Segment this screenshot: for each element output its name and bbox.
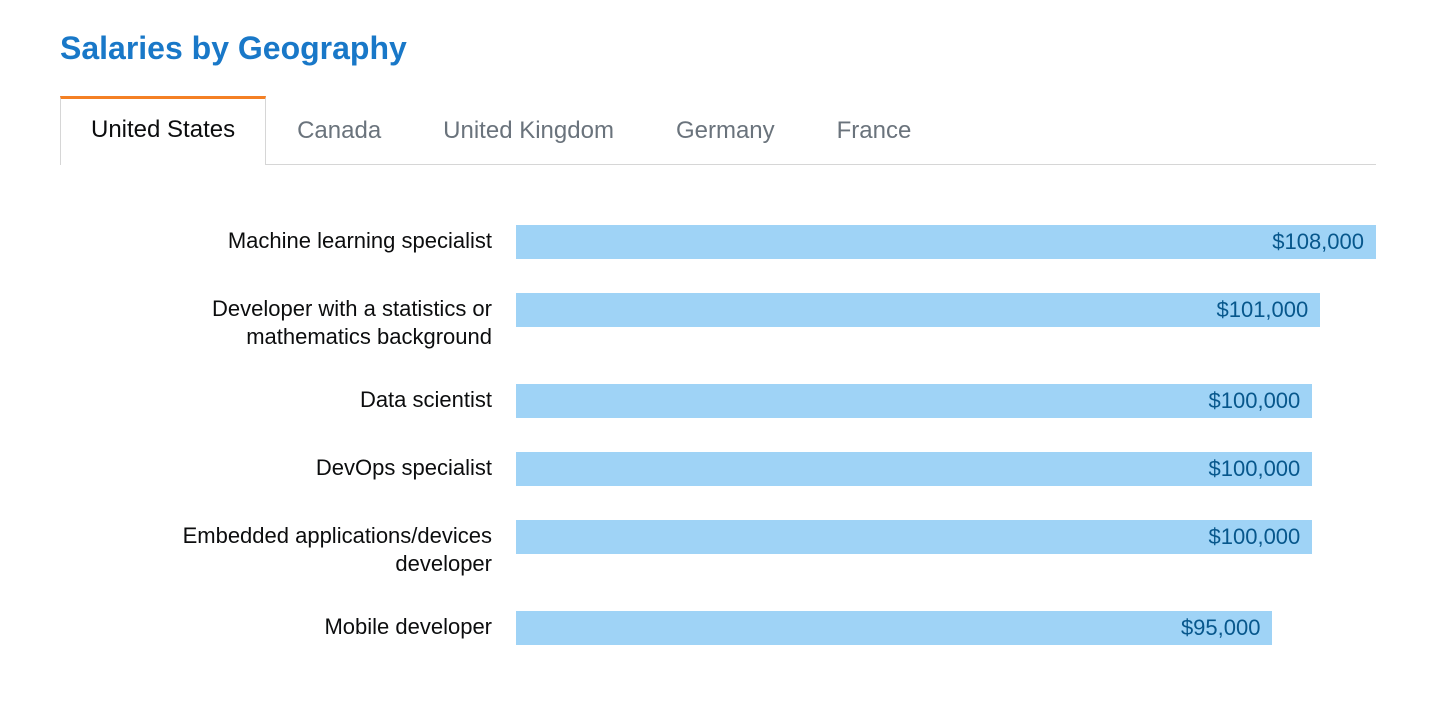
chart-row-label: Mobile developer: [140, 611, 516, 641]
chart-row: Embedded applications/devices developer$…: [140, 520, 1376, 577]
salary-chart: Machine learning specialist$108,000Devel…: [60, 225, 1376, 645]
chart-bar: $100,000: [516, 384, 1312, 418]
chart-bar: $101,000: [516, 293, 1320, 327]
chart-row: Developer with a statistics or mathemati…: [140, 293, 1376, 350]
chart-row-label: Machine learning specialist: [140, 225, 516, 255]
chart-bar-track: $108,000: [516, 225, 1376, 259]
chart-bar-track: $101,000: [516, 293, 1376, 327]
chart-bar: $95,000: [516, 611, 1272, 645]
chart-bar-track: $100,000: [516, 520, 1376, 554]
chart-bar: $108,000: [516, 225, 1376, 259]
tab-united-states[interactable]: United States: [60, 96, 266, 165]
chart-bar-track: $100,000: [516, 384, 1376, 418]
chart-row: Machine learning specialist$108,000: [140, 225, 1376, 259]
chart-row-label: Data scientist: [140, 384, 516, 414]
tab-united-kingdom[interactable]: United Kingdom: [412, 96, 645, 165]
chart-row-label: Embedded applications/devices developer: [140, 520, 516, 577]
chart-bar: $100,000: [516, 452, 1312, 486]
tab-canada[interactable]: Canada: [266, 96, 412, 165]
chart-row-label: Developer with a statistics or mathemati…: [140, 293, 516, 350]
page-title: Salaries by Geography: [60, 30, 1376, 67]
chart-bar-track: $95,000: [516, 611, 1376, 645]
chart-bar-track: $100,000: [516, 452, 1376, 486]
chart-row: Data scientist$100,000: [140, 384, 1376, 418]
chart-row: Mobile developer$95,000: [140, 611, 1376, 645]
chart-bar: $100,000: [516, 520, 1312, 554]
tabs-container: United StatesCanadaUnited KingdomGermany…: [60, 95, 1376, 165]
tab-france[interactable]: France: [806, 96, 943, 165]
chart-row-label: DevOps specialist: [140, 452, 516, 482]
chart-row: DevOps specialist$100,000: [140, 452, 1376, 486]
tab-germany[interactable]: Germany: [645, 96, 806, 165]
